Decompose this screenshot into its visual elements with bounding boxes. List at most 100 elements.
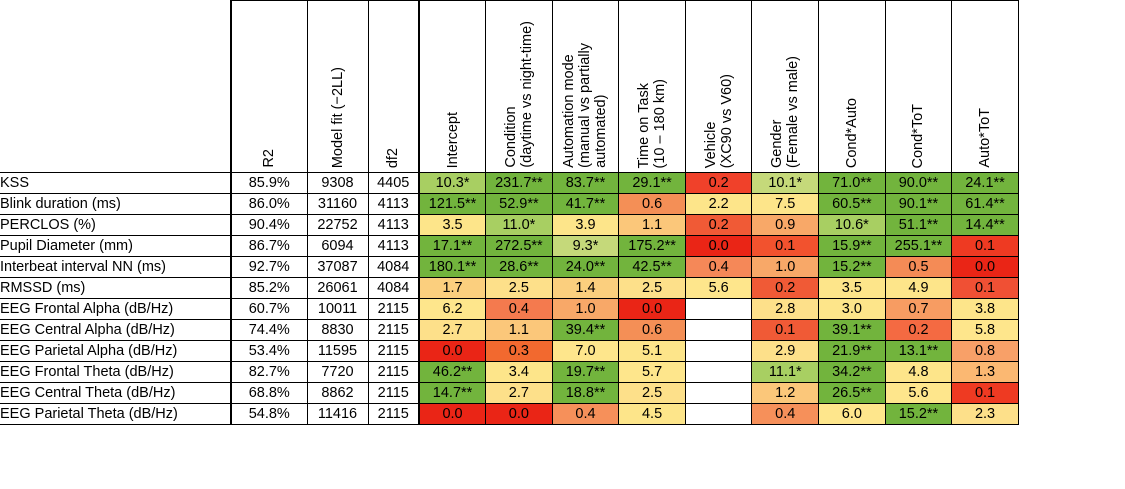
heatmap-cell: 46.2** xyxy=(418,361,487,383)
heatmap-cell: 3.0 xyxy=(818,298,886,320)
heatmap-cell: 7.0 xyxy=(551,340,620,362)
heatmap-cell: 17.1** xyxy=(418,235,487,257)
stat-column-header: R2 xyxy=(230,0,308,173)
heatmap-cell xyxy=(684,382,753,404)
predictor-column-label: Condition (daytime vs night-time) xyxy=(503,21,535,168)
stat-cell-fit: 10011 xyxy=(306,298,369,320)
row-label: EEG Central Alpha (dB/Hz) xyxy=(0,319,231,341)
heatmap-cell: 0.8 xyxy=(951,340,1019,362)
heatmap-cell: 1.0 xyxy=(551,298,620,320)
heatmap-cell: 15.9** xyxy=(818,235,886,257)
stat-cell-fit: 8830 xyxy=(306,319,369,341)
heatmap-cell: 0.2 xyxy=(751,277,820,299)
predictor-column-label: Gender (Female vs male) xyxy=(769,56,801,168)
heatmap-cell: 0.9 xyxy=(751,214,820,236)
stat-cell-fit: 31160 xyxy=(306,193,369,215)
heatmap-cell: 14.7** xyxy=(418,382,487,404)
heatmap-cell: 14.4** xyxy=(951,214,1019,236)
predictor-column-label: Automation mode (manual vs partially autom… xyxy=(561,43,609,168)
heatmap-cell: 0.0 xyxy=(618,298,686,320)
stat-cell-fit: 9308 xyxy=(306,172,369,194)
heatmap-cell: 42.5** xyxy=(618,256,686,278)
row-label: KSS xyxy=(0,172,231,194)
heatmap-cell: 2.5 xyxy=(618,382,686,404)
heatmap-cell: 0.2 xyxy=(684,214,753,236)
stat-cell-r2: 68.8% xyxy=(230,382,308,404)
row-label: EEG Parietal Theta (dB/Hz) xyxy=(0,403,231,425)
heatmap-cell: 0.1 xyxy=(951,277,1019,299)
predictor-column-header: Intercept xyxy=(418,0,487,173)
heatmap-cell: 0.1 xyxy=(751,235,820,257)
heatmap-cell: 1.1 xyxy=(618,214,686,236)
stat-cell-df2: 4113 xyxy=(367,214,420,236)
predictor-label-line: (XC90 vs V60) xyxy=(718,73,735,168)
predictor-column-header: Cond*ToT xyxy=(884,0,953,173)
heatmap-cell: 0.1 xyxy=(951,382,1019,404)
row-label: PERCLOS (%) xyxy=(0,214,231,236)
table-row: Interbeat interval NN (ms) 92.7% 37087 4084… xyxy=(0,256,1019,278)
stat-cell-r2: 90.4% xyxy=(230,214,308,236)
predictor-label-line: Gender xyxy=(769,119,786,168)
stat-cell-df2: 4084 xyxy=(367,256,420,278)
stat-cell-df2: 2115 xyxy=(367,298,420,320)
heatmap-cell: 2.2 xyxy=(684,193,753,215)
stat-cell-df2: 2115 xyxy=(367,319,420,341)
heatmap-cell: 121.5** xyxy=(418,193,487,215)
heatmap-cell: 4.9 xyxy=(884,277,953,299)
heatmap-cell: 5.6 xyxy=(884,382,953,404)
heatmap-cell: 231.7** xyxy=(485,172,553,194)
heatmap-cell: 9.3* xyxy=(551,235,620,257)
stat-cell-df2: 2115 xyxy=(367,361,420,383)
heatmap-cell: 0.5 xyxy=(884,256,953,278)
heatmap-cell: 21.9** xyxy=(818,340,886,362)
heatmap-cell: 71.0** xyxy=(818,172,886,194)
heatmap-cell: 3.4 xyxy=(485,361,553,383)
heatmap-cell: 18.8** xyxy=(551,382,620,404)
heatmap-cell xyxy=(684,361,753,383)
heatmap-cell: 5.6 xyxy=(684,277,753,299)
predictor-column-label: Cond*Auto xyxy=(844,98,860,168)
predictor-label-line: Automation mode xyxy=(561,54,578,168)
stat-column-header: Model fit (−2LL) xyxy=(306,0,369,173)
predictor-label-line: Cond*Auto xyxy=(843,97,860,168)
heatmap-cell: 83.7** xyxy=(551,172,620,194)
predictor-column-label: Auto*ToT xyxy=(977,108,993,168)
heatmap-cell: 3.9 xyxy=(551,214,620,236)
stat-cell-fit: 7720 xyxy=(306,361,369,383)
heatmap-cell xyxy=(684,340,753,362)
stat-cell-df2: 4113 xyxy=(367,235,420,257)
predictor-column-label: Time on Task (10 – 180 km) xyxy=(636,79,668,168)
predictor-column-label: Intercept xyxy=(445,112,461,168)
predictor-column-header: Automation mode (manual vs partially autom… xyxy=(551,0,620,173)
heatmap-cell: 3.5 xyxy=(818,277,886,299)
stat-column-header: df2 xyxy=(367,0,420,173)
heatmap-cell: 26.5** xyxy=(818,382,886,404)
stat-cell-df2: 4084 xyxy=(367,277,420,299)
stat-cell-df2: 4113 xyxy=(367,193,420,215)
heatmap-cell: 255.1** xyxy=(884,235,953,257)
heatmap-cell xyxy=(684,319,753,341)
heatmap-cell: 2.3 xyxy=(951,403,1019,425)
heatmap-cell: 0.0 xyxy=(418,403,487,425)
heatmap-cell: 175.2** xyxy=(618,235,686,257)
stat-cell-r2: 53.4% xyxy=(230,340,308,362)
corner-cell xyxy=(0,1,231,173)
heatmap-cell: 11.1* xyxy=(751,361,820,383)
stat-cell-r2: 85.2% xyxy=(230,277,308,299)
predictor-column-header: Time on Task (10 – 180 km) xyxy=(618,0,686,173)
stat-cell-r2: 60.7% xyxy=(230,298,308,320)
predictor-column-label: Cond*ToT xyxy=(910,104,926,168)
predictor-label-line: Condition xyxy=(502,106,519,168)
heatmap-cell: 0.0 xyxy=(485,403,553,425)
row-label: EEG Parietal Alpha (dB/Hz) xyxy=(0,340,231,362)
stat-cell-df2: 2115 xyxy=(367,403,420,425)
heatmap-cell: 0.6 xyxy=(618,193,686,215)
table-row: PERCLOS (%) 90.4% 22752 4113 3.5 11.0* 3.9 1.1 0… xyxy=(0,214,1019,236)
heatmap-cell: 34.2** xyxy=(818,361,886,383)
heatmap-cell: 7.5 xyxy=(751,193,820,215)
heatmap-cell: 0.4 xyxy=(485,298,553,320)
row-label: Interbeat interval NN (ms) xyxy=(0,256,231,278)
heatmap-cell: 19.7** xyxy=(551,361,620,383)
row-label: Blink duration (ms) xyxy=(0,193,231,215)
stat-cell-r2: 82.7% xyxy=(230,361,308,383)
